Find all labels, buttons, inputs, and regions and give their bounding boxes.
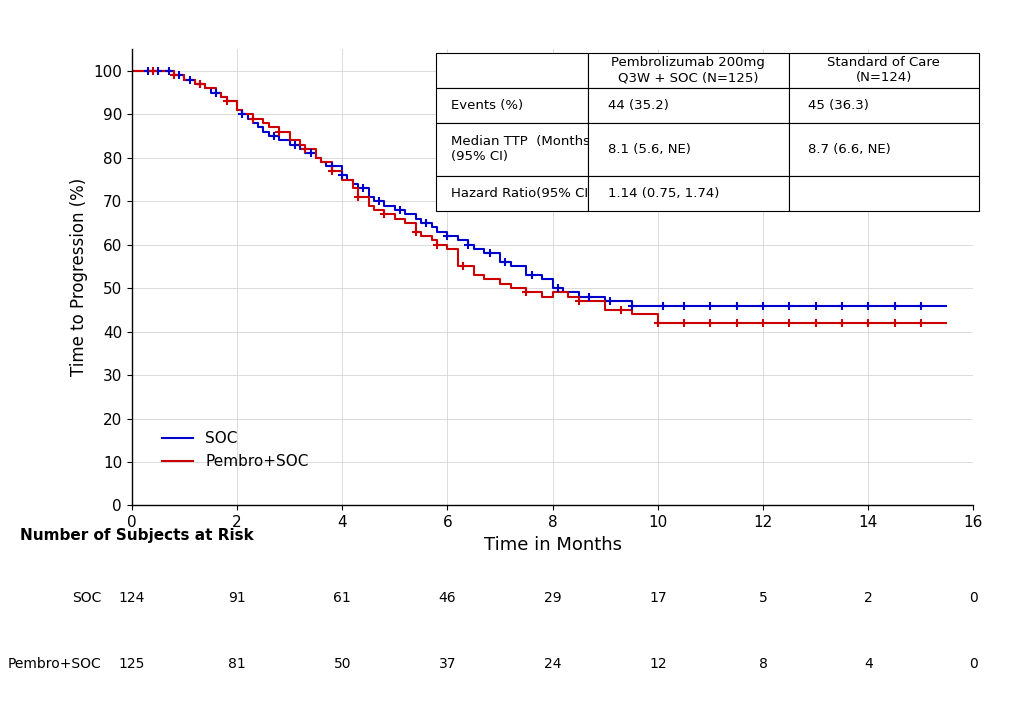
Text: 24: 24 xyxy=(544,657,562,671)
Text: SOC: SOC xyxy=(72,591,101,604)
X-axis label: Time in Months: Time in Months xyxy=(484,536,622,554)
Legend: SOC, Pembro+SOC: SOC, Pembro+SOC xyxy=(156,425,314,475)
Text: 12: 12 xyxy=(649,657,666,671)
Text: 50: 50 xyxy=(334,657,351,671)
Text: 125: 125 xyxy=(119,657,145,671)
Text: 17: 17 xyxy=(649,591,666,604)
Text: 29: 29 xyxy=(544,591,562,604)
Text: 8: 8 xyxy=(758,657,768,671)
Text: 46: 46 xyxy=(439,591,456,604)
Text: 5: 5 xyxy=(758,591,768,604)
Text: Number of Subjects at Risk: Number of Subjects at Risk xyxy=(20,528,255,543)
Text: Pembro+SOC: Pembro+SOC xyxy=(8,657,101,671)
Text: 81: 81 xyxy=(228,657,246,671)
Text: 2: 2 xyxy=(864,591,873,604)
Text: 91: 91 xyxy=(228,591,246,604)
Text: 0: 0 xyxy=(969,657,977,671)
Text: 37: 37 xyxy=(439,657,456,671)
Text: 61: 61 xyxy=(334,591,351,604)
Y-axis label: Time to Progression (%): Time to Progression (%) xyxy=(70,178,87,376)
Text: 0: 0 xyxy=(969,591,977,604)
Text: 4: 4 xyxy=(864,657,873,671)
Text: 124: 124 xyxy=(119,591,145,604)
